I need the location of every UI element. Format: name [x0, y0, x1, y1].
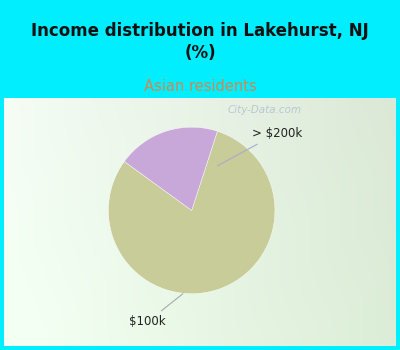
Wedge shape	[108, 131, 275, 294]
Text: Income distribution in Lakehurst, NJ
(%): Income distribution in Lakehurst, NJ (%)	[31, 22, 369, 62]
Text: > $200k: > $200k	[218, 127, 302, 166]
Wedge shape	[124, 127, 218, 210]
Text: City-Data.com: City-Data.com	[228, 105, 302, 115]
Text: Asian residents: Asian residents	[144, 79, 256, 94]
Text: $100k: $100k	[129, 294, 183, 328]
